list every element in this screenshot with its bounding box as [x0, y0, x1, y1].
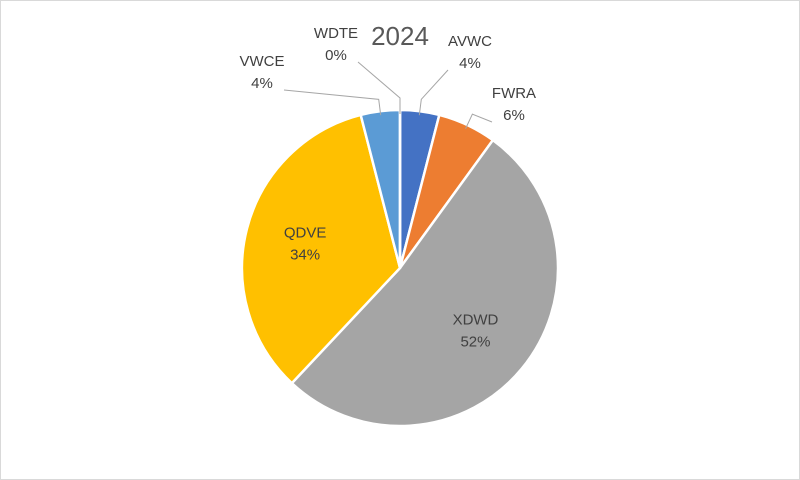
leader-line — [357, 61, 401, 114]
leader-line — [465, 113, 493, 129]
data-label: 4% — [459, 55, 481, 72]
data-label: 34% — [290, 247, 320, 264]
slice-label: QDVE — [284, 225, 327, 242]
slice-label: FWRA — [492, 85, 536, 102]
slice-label: VWCE — [240, 53, 285, 70]
data-label: 0% — [325, 47, 347, 64]
slice-label: WDTE — [314, 25, 358, 42]
pie-slice — [240, 113, 402, 385]
data-label: 52% — [460, 333, 490, 350]
leader-line — [418, 69, 449, 116]
data-label: 6% — [503, 107, 525, 124]
data-label: 4% — [251, 75, 273, 92]
slice-label: XDWD — [453, 311, 499, 328]
pie-slice — [290, 138, 560, 428]
slice-label: AVWC — [448, 33, 492, 50]
chart-title: 2024 — [371, 21, 429, 51]
leader-line — [283, 89, 382, 116]
